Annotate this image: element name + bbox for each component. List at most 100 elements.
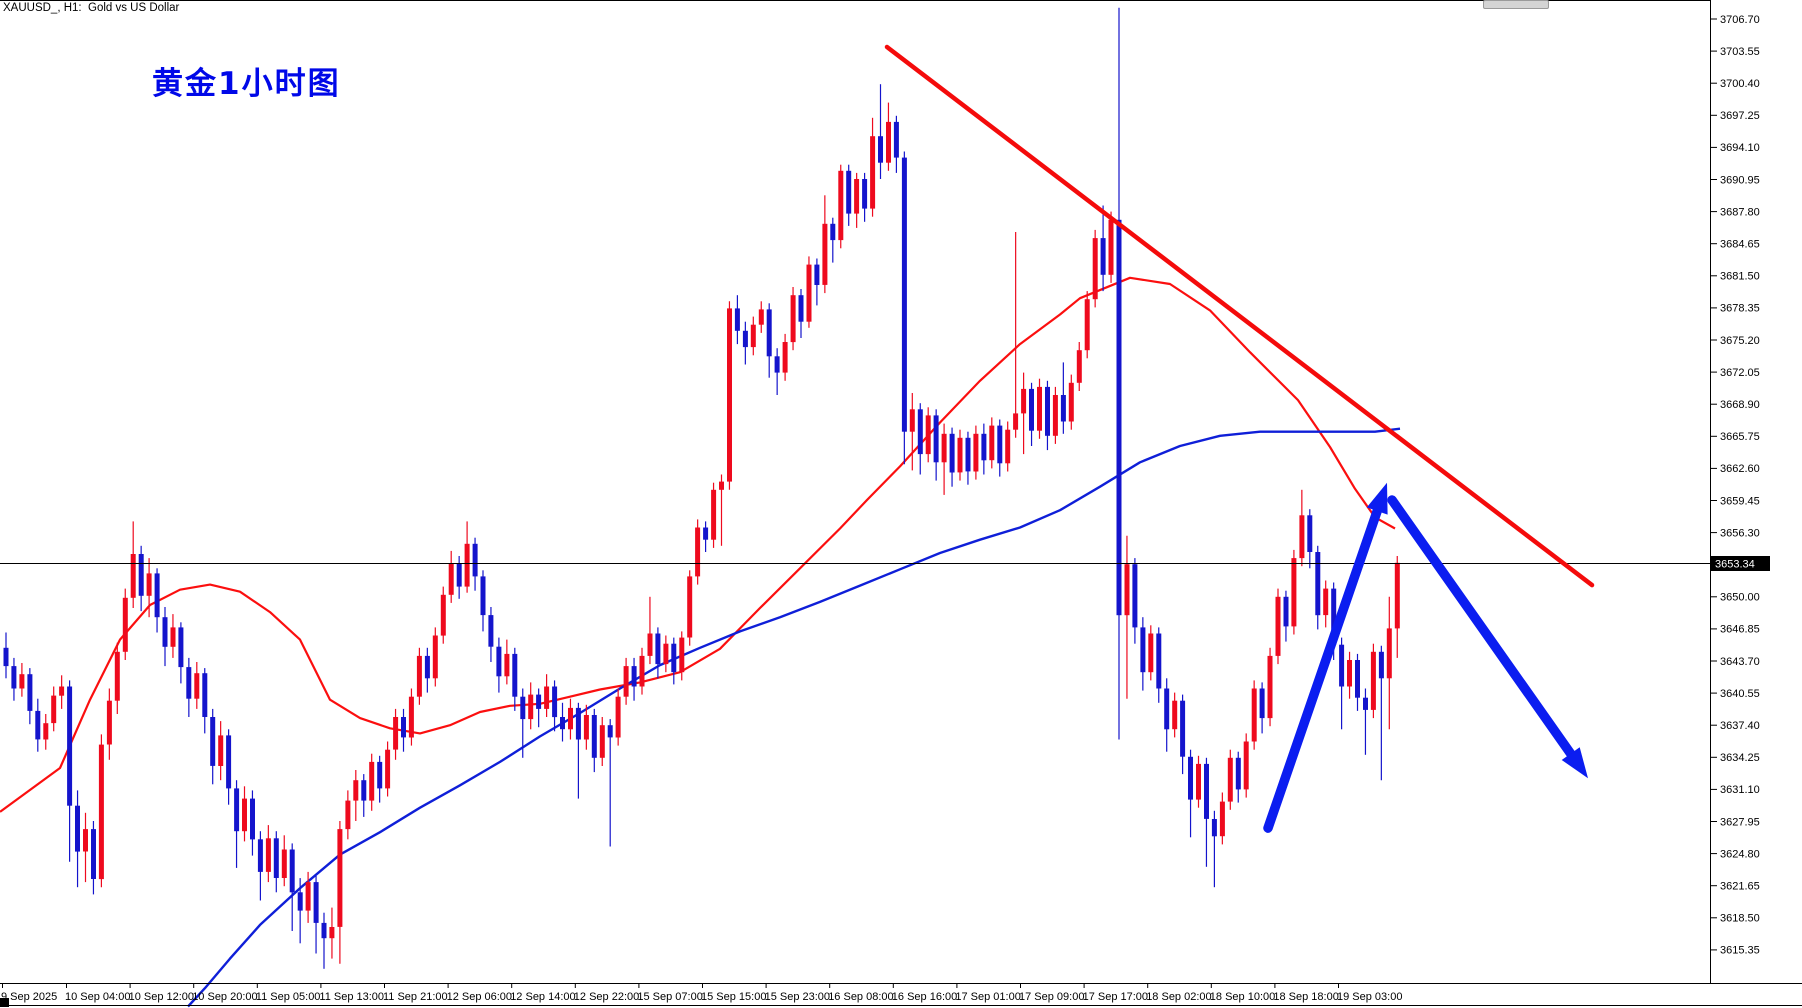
candle-body <box>1164 688 1170 730</box>
candle-body <box>695 527 701 577</box>
candle-body <box>941 433 947 463</box>
candle-body <box>1100 238 1106 275</box>
price-tick-label: 3690.95 <box>1720 174 1760 186</box>
candle-body <box>631 666 637 687</box>
candle-body <box>774 356 780 373</box>
candle-body <box>194 673 200 699</box>
price-axis-labels[interactable]: 3706.70 3703.55 3700.40 3697.25 3694.10 3690.… <box>1710 14 1760 957</box>
price-tick-label: 3624.80 <box>1720 848 1760 860</box>
candle-body <box>114 651 120 701</box>
candle-body <box>1068 382 1074 422</box>
candle-body <box>27 674 33 711</box>
candle-body <box>313 882 319 923</box>
candle-body <box>178 627 184 668</box>
price-tick-label: 3668.90 <box>1720 399 1760 411</box>
candle-body <box>424 655 430 679</box>
time-tick-label: 18 Sep 02:00 <box>1146 991 1211 1003</box>
candle-body <box>512 653 518 697</box>
candle-body <box>1283 596 1289 627</box>
candle-body <box>981 433 987 461</box>
price-tick-label: 3687.80 <box>1720 206 1760 218</box>
candle-body <box>806 264 812 322</box>
price-tick-label: 3646.85 <box>1720 624 1760 636</box>
candle-body <box>711 489 717 540</box>
candle-body <box>1211 819 1217 837</box>
candle-body <box>265 838 271 872</box>
time-tick-label: 18 Sep 18:00 <box>1273 991 1338 1003</box>
time-tick-label: 15 Sep 15:00 <box>701 991 766 1003</box>
candle-body <box>138 554 144 596</box>
candle-body <box>122 597 128 652</box>
arrow-head-icon[interactable] <box>1561 747 1588 779</box>
price-tick-label: 3684.65 <box>1720 239 1760 251</box>
time-axis[interactable] <box>0 984 1802 1008</box>
price-tick-label: 3643.70 <box>1720 656 1760 668</box>
projection-arrow[interactable] <box>1263 482 1588 833</box>
candle-body <box>854 179 860 214</box>
candle-body <box>186 667 192 699</box>
candle-body <box>234 788 240 832</box>
candle-body <box>297 892 303 911</box>
candle-body <box>790 295 796 343</box>
candle-body <box>1291 558 1297 627</box>
candle-body <box>591 715 597 758</box>
candle-body <box>862 179 868 209</box>
current-price-label: 3653.34 <box>1710 556 1770 571</box>
candle-body <box>560 717 565 730</box>
candle-body <box>830 223 836 241</box>
candle-body <box>1259 688 1265 719</box>
candle-body <box>1076 350 1082 383</box>
time-tick-label: 11 Sep 05:00 <box>256 991 321 1003</box>
candle-body <box>1275 596 1281 656</box>
window-controls[interactable] <box>1483 0 1549 9</box>
candle-body <box>242 798 247 832</box>
candle-body <box>742 330 748 348</box>
price-tick-label: 3615.35 <box>1720 945 1760 957</box>
candle-body <box>583 715 589 740</box>
candle-body <box>893 121 899 158</box>
candle-body <box>329 927 335 939</box>
candle-body <box>1037 386 1042 431</box>
candle-body <box>1132 564 1138 628</box>
candle-body <box>1323 588 1329 616</box>
candle-body <box>1219 801 1225 837</box>
candle-body <box>1156 633 1162 689</box>
time-tick-label: 16 Sep 16:00 <box>892 991 957 1003</box>
candle-body <box>1124 564 1130 616</box>
candle-body <box>210 717 216 766</box>
price-tick-label: 3703.55 <box>1720 46 1760 58</box>
candle-body <box>798 295 804 322</box>
candle-body <box>488 615 494 647</box>
arrow-head-icon[interactable] <box>1366 482 1388 515</box>
candle-body <box>750 324 756 348</box>
price-axis[interactable] <box>1711 0 1802 983</box>
candle-body <box>281 849 287 878</box>
candle-body <box>671 643 677 673</box>
price-tick-label: 3656.30 <box>1720 527 1760 539</box>
candle-body <box>623 666 629 697</box>
candle-body <box>647 633 653 656</box>
candle-body <box>615 696 621 738</box>
candle-body <box>536 694 542 709</box>
candle-body <box>377 761 383 789</box>
annotation-label[interactable]: 黄金1小时图 <box>152 66 341 102</box>
candle-body <box>401 717 406 738</box>
candle-body <box>369 761 375 801</box>
candle-body <box>1363 697 1368 710</box>
price-tick-label: 3634.25 <box>1720 752 1760 764</box>
candle-body <box>925 415 931 455</box>
price-tick-label: 3640.55 <box>1720 688 1760 700</box>
time-tick-label: 16 Sep 08:00 <box>828 991 893 1003</box>
candle-body <box>1315 552 1321 616</box>
arrow-shaft[interactable] <box>1263 506 1382 833</box>
time-tick-label: 12 Sep 14:00 <box>510 991 575 1003</box>
ma-slow-blue[interactable] <box>187 427 1401 1008</box>
candle-body <box>67 686 73 806</box>
ma-fast-red[interactable] <box>0 276 1396 813</box>
trendline[interactable] <box>884 44 1595 588</box>
candle-body <box>83 829 88 852</box>
arrow-shaft[interactable] <box>1387 495 1576 759</box>
candle-body <box>1029 388 1034 431</box>
